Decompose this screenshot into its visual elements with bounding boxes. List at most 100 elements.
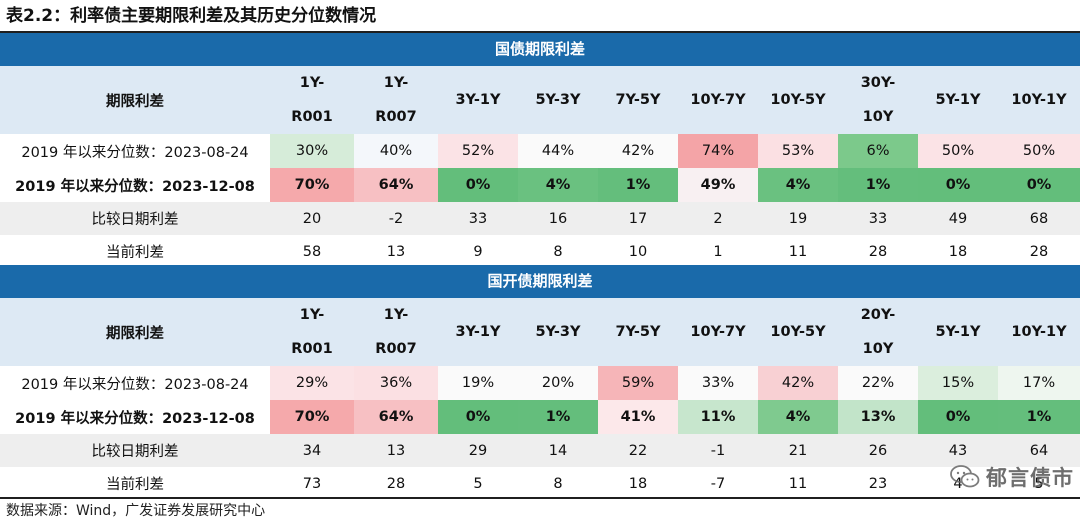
row-label: 比较日期利差 bbox=[0, 202, 270, 235]
column-header: 5Y-3Y bbox=[518, 66, 598, 134]
column-header-text: R001 bbox=[291, 109, 333, 125]
table-cell: 10 bbox=[598, 235, 678, 268]
column-header: 10Y-7Y bbox=[678, 298, 758, 366]
table-cell: 73 bbox=[270, 467, 354, 500]
table-row: 比较日期利差 20 -2 33 16 17 2 19 33 49 68 bbox=[0, 202, 1080, 235]
column-header-text: 10Y-1Y bbox=[1011, 92, 1067, 108]
table-cell: 11% bbox=[678, 400, 758, 434]
table-cell: 36% bbox=[354, 366, 438, 400]
table-cell: 28 bbox=[838, 235, 918, 268]
header-row: 期限利差 1Y- R001 1Y- R007 3Y-1Y 5Y-3Y 7Y-5Y 10Y-7Y 1… bbox=[0, 298, 1080, 366]
table-cell: -1 bbox=[678, 434, 758, 467]
table-cell: 6% bbox=[838, 134, 918, 168]
watermark: 郁言债市 bbox=[950, 462, 1074, 492]
table-cell: 41% bbox=[598, 400, 678, 434]
table-cell: 1% bbox=[838, 168, 918, 202]
table-cell: 0% bbox=[438, 168, 518, 202]
column-header-text: 7Y-5Y bbox=[615, 92, 661, 108]
table-cell: 5 bbox=[998, 467, 1080, 500]
column-header: 10Y-1Y bbox=[998, 298, 1080, 366]
table-cell: 28 bbox=[998, 235, 1080, 268]
table-cell: 42% bbox=[598, 134, 678, 168]
table-cell: 58 bbox=[270, 235, 354, 268]
column-header-text: 20Y- bbox=[860, 307, 896, 323]
source-note: 数据来源：Wind，广发证券发展研究中心 bbox=[6, 503, 266, 519]
column-header: 3Y-1Y bbox=[438, 66, 518, 134]
table-cell: 34 bbox=[270, 434, 354, 467]
column-header: 10Y-1Y bbox=[998, 66, 1080, 134]
column-header-text: 10Y-5Y bbox=[770, 92, 826, 108]
column-header-text: 3Y-1Y bbox=[455, 92, 501, 108]
section-title-treasury: 国债期限利差 bbox=[0, 33, 1080, 66]
row-label: 比较日期利差 bbox=[0, 434, 270, 467]
column-header: 30Y- 10Y bbox=[838, 66, 918, 134]
column-header: 1Y- R001 bbox=[270, 298, 354, 366]
table-cell: 0% bbox=[918, 168, 998, 202]
column-header: 10Y-5Y bbox=[758, 298, 838, 366]
column-header-text: 5Y-1Y bbox=[935, 92, 981, 108]
column-header: 1Y- R007 bbox=[354, 66, 438, 134]
header-label: 期限利差 bbox=[0, 66, 270, 134]
table-cell: 13% bbox=[838, 400, 918, 434]
table-row: 2019 年以来分位数：2023-08-24 30% 40% 52% 44% 42% 74%… bbox=[0, 134, 1080, 168]
column-header: 7Y-5Y bbox=[598, 66, 678, 134]
table-cell: 23 bbox=[838, 467, 918, 500]
row-label: 2019 年以来分位数：2023-12-08 bbox=[0, 400, 270, 434]
table-cell: 29% bbox=[270, 366, 354, 400]
table-cell: 64 bbox=[998, 434, 1080, 467]
watermark-text: 郁言债市 bbox=[986, 466, 1074, 490]
table-cell: 44% bbox=[518, 134, 598, 168]
table-cell: 29 bbox=[438, 434, 518, 467]
column-header-text: 10Y-7Y bbox=[690, 92, 746, 108]
table-cell: 33% bbox=[678, 366, 758, 400]
row-label: 2019 年以来分位数：2023-12-08 bbox=[0, 168, 270, 202]
table-cell: 50% bbox=[998, 134, 1080, 168]
table-cell: 70% bbox=[270, 168, 354, 202]
table-cell: 70% bbox=[270, 400, 354, 434]
column-header-text: 10Y-1Y bbox=[1011, 324, 1067, 340]
table-cell: 17 bbox=[598, 202, 678, 235]
table-cell: 4% bbox=[758, 400, 838, 434]
column-header-text: R001 bbox=[291, 341, 333, 357]
table-cell: 68 bbox=[998, 202, 1080, 235]
column-header: 5Y-1Y bbox=[918, 66, 998, 134]
column-header: 5Y-1Y bbox=[918, 298, 998, 366]
table-row: 当前利差 58 13 9 8 10 1 11 28 18 28 bbox=[0, 235, 1080, 268]
bottom-rule bbox=[0, 497, 1080, 499]
table-cell: 40% bbox=[354, 134, 438, 168]
table-cell: 74% bbox=[678, 134, 758, 168]
column-header-text: 1Y- bbox=[383, 307, 409, 323]
column-header-text: 10Y bbox=[862, 341, 894, 357]
table-row: 当前利差 73 28 5 8 18 -7 11 23 4 5 bbox=[0, 467, 1080, 500]
column-header-text: 5Y-3Y bbox=[535, 92, 581, 108]
table-cell: 20 bbox=[270, 202, 354, 235]
table-row: 2019 年以来分位数：2023-12-08 70% 64% 0% 4% 1% 49% 4% 1… bbox=[0, 168, 1080, 202]
table-cell: -2 bbox=[354, 202, 438, 235]
table-cell: -7 bbox=[678, 467, 758, 500]
table-cell: 14 bbox=[518, 434, 598, 467]
table-cell: 5 bbox=[438, 467, 518, 500]
table-cell: 33 bbox=[438, 202, 518, 235]
column-header: 1Y- R007 bbox=[354, 298, 438, 366]
treasury-spread-table: 期限利差 1Y- R001 1Y- R007 3Y-1Y 5Y-3Y 7Y-5Y 10Y-7Y 1… bbox=[0, 66, 1080, 268]
table-cell: 30% bbox=[270, 134, 354, 168]
column-header-text: 7Y-5Y bbox=[615, 324, 661, 340]
column-header-text: 10Y bbox=[862, 109, 894, 125]
table-cell: 42% bbox=[758, 366, 838, 400]
column-header-text: 10Y-5Y bbox=[770, 324, 826, 340]
column-header-text: R007 bbox=[375, 109, 417, 125]
table-cell: 11 bbox=[758, 467, 838, 500]
table-cell: 22 bbox=[598, 434, 678, 467]
row-label: 当前利差 bbox=[0, 235, 270, 268]
table-cell: 49% bbox=[678, 168, 758, 202]
table-cell: 64% bbox=[354, 168, 438, 202]
table-cell: 53% bbox=[758, 134, 838, 168]
table-cell: 19 bbox=[758, 202, 838, 235]
row-label: 当前利差 bbox=[0, 467, 270, 500]
title-rule bbox=[0, 31, 1080, 33]
table-cell: 52% bbox=[438, 134, 518, 168]
table-cell: 13 bbox=[354, 434, 438, 467]
table-cell: 2 bbox=[678, 202, 758, 235]
table-cell: 9 bbox=[438, 235, 518, 268]
table-cell: 4% bbox=[758, 168, 838, 202]
